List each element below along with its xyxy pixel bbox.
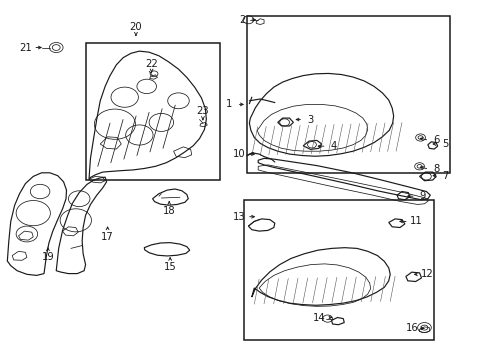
Text: 5: 5 (441, 139, 448, 149)
Text: 10: 10 (233, 149, 245, 159)
Text: 8: 8 (433, 164, 439, 174)
Text: 13: 13 (233, 212, 245, 222)
Text: 16: 16 (405, 323, 418, 333)
Bar (246, 16, 449, 173)
Bar (244, 200, 433, 340)
Text: 7: 7 (441, 171, 448, 181)
Text: 17: 17 (101, 231, 114, 242)
Text: 3: 3 (307, 114, 313, 125)
Bar (85, 43, 220, 180)
Text: 15: 15 (163, 262, 176, 273)
Text: 2: 2 (238, 15, 245, 25)
Text: 22: 22 (145, 59, 158, 69)
Text: 18: 18 (163, 206, 175, 216)
Text: 9: 9 (419, 191, 426, 201)
Text: 20: 20 (129, 22, 142, 32)
Text: 23: 23 (196, 106, 209, 116)
Text: 6: 6 (432, 135, 439, 145)
Text: 11: 11 (409, 216, 422, 226)
Text: 12: 12 (420, 269, 432, 279)
Text: 14: 14 (312, 312, 325, 323)
Text: 4: 4 (330, 141, 336, 151)
Text: 19: 19 (41, 252, 54, 262)
Text: 1: 1 (225, 99, 232, 109)
Text: 21: 21 (20, 42, 32, 53)
